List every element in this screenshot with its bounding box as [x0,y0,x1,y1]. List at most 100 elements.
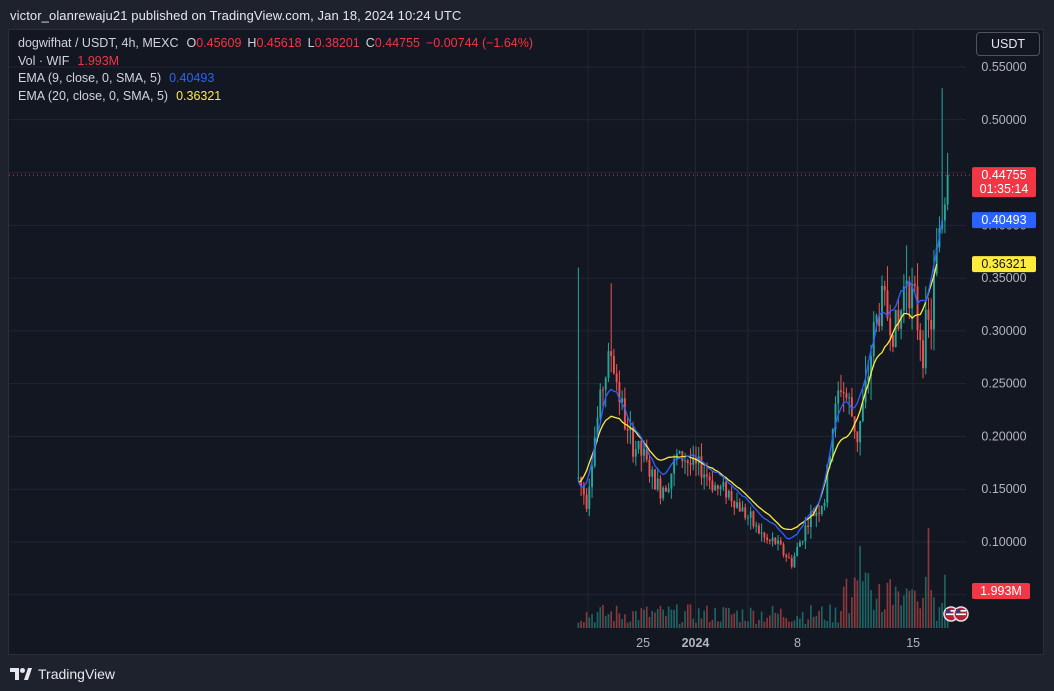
price-label-text: 0.44755 [981,168,1026,182]
volume-bar [651,610,654,628]
ema-lines [577,219,943,540]
volume-bar [812,616,815,628]
volume-bar [818,610,820,628]
volume-bar [676,604,678,628]
volume-bar [807,619,809,628]
volume-bar [790,621,793,628]
candle-body [612,356,615,374]
volume-bar [602,604,604,628]
volume-bar [640,608,643,628]
volume-bar [840,611,842,628]
us-flag-stripe [946,613,956,616]
legend-low-label: L [307,36,315,50]
volume-bar [842,586,845,628]
volume-bar [607,613,610,628]
volume-bar [845,578,848,628]
volume-bar [632,611,634,628]
candle-body [645,448,648,460]
volume-bar [905,588,908,628]
candle-body [829,456,831,466]
candle-body [856,431,859,443]
volume-bar [613,621,615,628]
candle-body [834,403,837,430]
currency-button[interactable]: USDT [976,32,1040,56]
candle-body [768,539,771,542]
volume-bar [643,609,645,628]
candle-body [823,502,826,507]
legend-symbol[interactable]: dogwifhat / USDT, 4h, MEXC [18,36,179,50]
volume-bar [927,528,930,628]
legend-ema20-row[interactable]: EMA (20, close, 0, SMA, 5) 0.36321 [18,88,533,106]
volume-bar [629,621,632,628]
candle-body [839,390,842,392]
volume-bar [881,611,883,628]
volume-bar [736,610,738,628]
candle-body [607,351,610,378]
legend-ema9-row[interactable]: EMA (9, close, 0, SMA, 5) 0.40493 [18,70,533,88]
candle-body [738,502,741,512]
volume-bar [801,612,804,628]
candle-body [637,440,640,450]
volume-bar [796,616,799,628]
candle-body [850,397,853,417]
volume-bar [681,622,684,628]
event-flags [943,606,969,622]
volume-bar [662,609,664,628]
ema9-line [577,219,943,540]
candle-body [757,525,760,534]
volume-bar [829,604,831,628]
candle-body [593,437,596,466]
candle-body [591,465,594,488]
volume-bar [766,617,768,628]
legend-open-label: O [186,36,197,50]
volume-bar [654,612,656,628]
volume-bar [580,620,582,628]
candle-body [878,315,881,327]
volume-bar [826,621,829,628]
candle-body [730,490,733,502]
price-label-text: 0.40493 [981,213,1026,227]
chart-pane[interactable] [8,29,1044,655]
price-label-text: 0.36321 [981,257,1026,271]
candle-body [790,557,793,567]
volume-bar [831,622,834,628]
candle-body [695,457,697,464]
candle-body [632,427,635,457]
price-tick-label: 0.20000 [981,429,1026,443]
legend-volume-value: 1.993M [77,53,120,68]
volume-bar [599,607,602,628]
us-flag-stripe [956,613,966,616]
volume-label-box [972,583,1030,599]
tradingview-logo[interactable]: TradingView [10,666,115,682]
price-label-box [972,167,1036,198]
volume-bar [864,572,867,628]
candle-body [930,319,933,330]
volume-bar [697,608,700,628]
candle-body [777,540,780,544]
volume-bar [577,622,580,628]
ema20-line [578,264,938,531]
volume-bar [665,616,667,628]
legend-volume-row[interactable]: Vol · WIF 1.993M [18,53,533,71]
candle-body [837,390,840,404]
volume-bar [919,608,922,628]
candle-body [941,220,944,229]
candle-body [807,525,810,527]
legend-open-value: 0.45609 [196,36,242,50]
volume-bar [853,577,856,628]
volume-bar [755,623,757,628]
candle-body [760,532,763,534]
candle-body [881,285,883,327]
volume-bar [621,619,623,628]
volume-bar [872,609,875,628]
candle-body [919,330,922,341]
candle-body [744,507,747,518]
countdown-label-text: 01:35:14 [980,182,1029,196]
candle-body [927,309,930,320]
candle-body [621,398,624,403]
volume-bar [908,590,911,628]
candle-body [815,512,818,516]
legend-change: −0.00744 (−1.64%) [425,36,534,50]
volume-bar [689,604,692,628]
candle-body [725,482,728,498]
